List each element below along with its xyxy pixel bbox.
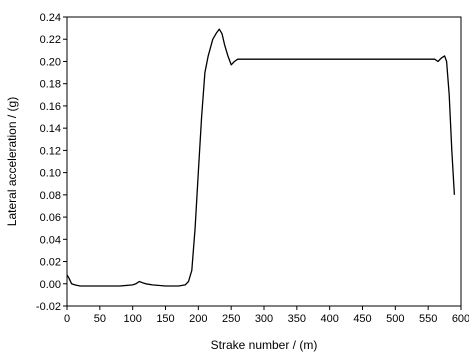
x-tick-label: 600: [452, 313, 469, 325]
y-tick-label: 0.08: [40, 190, 61, 202]
y-tick-label: 0.14: [40, 123, 61, 135]
x-axis-title: Strake number / (m): [211, 338, 318, 352]
x-tick-label: 350: [288, 313, 306, 325]
x-tick-label: 0: [64, 313, 70, 325]
series-line: [66, 28, 456, 287]
y-tick-label: 0.24: [40, 12, 61, 24]
y-tick-label: 0.02: [40, 257, 61, 269]
y-tick-label: 0.12: [40, 145, 61, 157]
x-tick-label: 450: [353, 313, 371, 325]
x-tick-label: 100: [123, 313, 141, 325]
y-tick-label: 0.04: [40, 234, 61, 246]
x-tick-label: 550: [419, 313, 437, 325]
x-tick-label: 200: [189, 313, 207, 325]
tick-labels: -0.02 0.00 0.02 0.04 0.06 0.08 0.10 0.12 0.14 0.1…: [36, 12, 469, 325]
y-tick-label: 0.18: [40, 79, 61, 91]
y-tick-label: 0.10: [40, 168, 61, 180]
series-layer: [66, 28, 456, 287]
y-tick-label: 0.20: [40, 56, 61, 68]
y-tick-label: -0.02: [36, 301, 61, 313]
y-tick-label: 0.00: [40, 279, 61, 291]
y-tick-label: 0.22: [40, 34, 61, 46]
x-tick-label: 250: [222, 313, 240, 325]
tick-marks: [63, 16, 462, 310]
x-tick-label: 50: [94, 313, 106, 325]
plot-frame: [66, 16, 462, 307]
y-axis-title: Lateral acceleration / (g): [5, 97, 19, 226]
y-tick-label: 0.16: [40, 101, 61, 113]
x-tick-label: 150: [156, 313, 174, 325]
x-tick-label: 300: [255, 313, 273, 325]
x-tick-label: 400: [320, 313, 338, 325]
y-tick-label: 0.06: [40, 212, 61, 224]
x-tick-label: 500: [386, 313, 404, 325]
